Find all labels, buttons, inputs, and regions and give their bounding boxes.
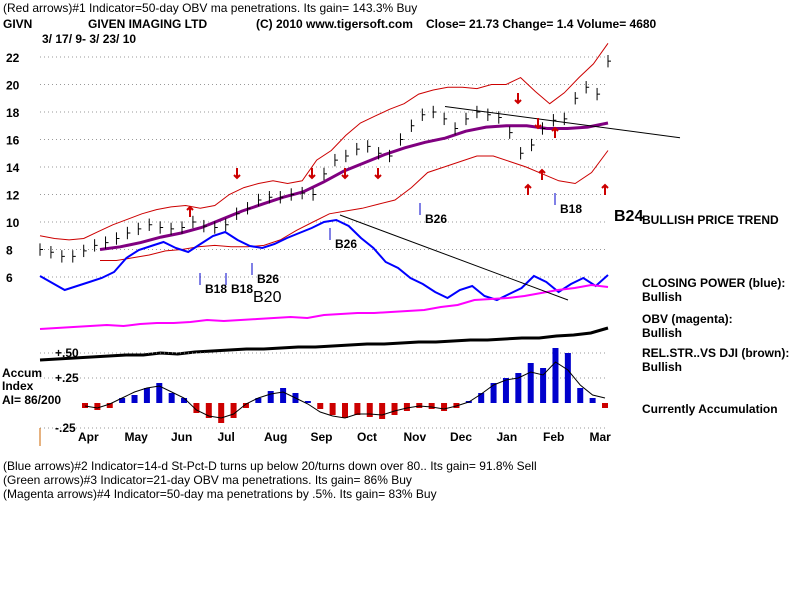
footer-line-1: (Blue arrows)#2 Indicator=14-d St-Pct-D … — [3, 459, 537, 473]
month-label: Dec — [450, 430, 472, 444]
month-label: Apr — [78, 430, 99, 444]
price-tick-label: 12 — [6, 189, 20, 203]
signal-label-b20: B20 — [253, 289, 282, 306]
red-signal-arrowhead — [534, 124, 542, 130]
company-name: GIVEN IMAGING LTD — [88, 17, 208, 31]
month-label: Jun — [171, 430, 192, 444]
month-label: Jan — [497, 430, 518, 444]
lower-band-line — [100, 150, 609, 261]
rel-strength-line — [39, 326, 609, 362]
month-label: Nov — [404, 430, 427, 444]
index-label: Index — [2, 379, 34, 393]
price-tick-label: 16 — [6, 134, 20, 148]
red-signal-arrowhead — [538, 168, 546, 174]
accum-tick-label: +.50 — [55, 346, 79, 360]
month-label: May — [125, 430, 149, 444]
red-signal-arrowhead — [524, 183, 532, 189]
red-signal-arrowhead — [308, 174, 316, 180]
month-label: Sep — [311, 430, 333, 444]
date-range: 3/ 17/ 9- 3/ 23/ 10 — [42, 32, 137, 46]
signal-label: B26 — [335, 237, 357, 251]
price-tick-label: 8 — [6, 244, 13, 258]
accum-ma-line — [84, 361, 606, 419]
month-label: Mar — [590, 430, 612, 444]
copyright: (C) 2010 www.tigersoft.com — [256, 17, 413, 31]
ma50-line — [99, 121, 609, 251]
closing-power-status: Bullish — [642, 290, 683, 304]
obv-line — [39, 283, 609, 330]
obv-status: Bullish — [642, 326, 683, 340]
footer-line-3: (Magenta arrows)#4 Indicator=50-day ma p… — [3, 487, 437, 501]
upper-band-line — [39, 43, 609, 241]
resistance-trendline — [444, 106, 681, 139]
signal-label: B18 — [205, 282, 227, 296]
accum-tick-label: -.25 — [55, 421, 76, 435]
red-signal-arrowhead — [551, 126, 559, 132]
price-tick-label: 22 — [6, 51, 20, 65]
accum-tick-label: +.25 — [55, 371, 79, 385]
month-label: Jul — [218, 430, 235, 444]
red-signal-arrowhead — [186, 205, 194, 211]
rel-strength-label: REL.STR..VS DJI (brown): — [642, 346, 790, 360]
price-tick-label: 14 — [6, 161, 20, 175]
red-signal-arrowhead — [514, 99, 522, 105]
indicator-trendline — [339, 214, 569, 301]
price-tick-label: 18 — [6, 106, 20, 120]
red-signal-arrowhead — [233, 174, 241, 180]
obv-label: OBV (magenta): — [642, 312, 733, 326]
footer-line-2: (Green arrows)#3 Indicator=21-day OBV ma… — [3, 473, 412, 487]
signal-label: B26 — [257, 272, 279, 286]
month-label: Feb — [543, 430, 564, 444]
header-signal-line: (Red arrows)#1 Indicator=50-day OBV ma p… — [3, 1, 418, 15]
month-label: Oct — [357, 430, 377, 444]
accum-status: Currently Accumulation — [642, 402, 778, 416]
price-tick-label: 6 — [6, 271, 13, 285]
closing-power-label: CLOSING POWER (blue): — [642, 276, 786, 290]
signal-b24: B24 — [614, 208, 644, 225]
quote-summary: Close= 21.73 Change= 1.4 Volume= 4680 — [426, 17, 657, 31]
red-signal-arrowhead — [374, 174, 382, 180]
red-signal-arrowhead — [601, 183, 609, 189]
price-tick-label: 20 — [6, 79, 20, 93]
month-label: Aug — [264, 430, 287, 444]
signal-label: B18 — [231, 282, 253, 296]
signal-label: B26 — [425, 212, 447, 226]
red-signal-arrowhead — [341, 174, 349, 180]
trend-label: BULLISH PRICE TREND — [642, 213, 779, 227]
signal-label: B18 — [560, 202, 582, 216]
ticker-symbol: GIVN — [3, 17, 33, 31]
rel-strength-status: Bullish — [642, 360, 683, 374]
accum-label: Accum — [2, 366, 43, 380]
closing-power-line — [39, 218, 609, 302]
price-tick-label: 10 — [6, 216, 20, 230]
ai-label: AI= 86/200 — [2, 393, 62, 407]
